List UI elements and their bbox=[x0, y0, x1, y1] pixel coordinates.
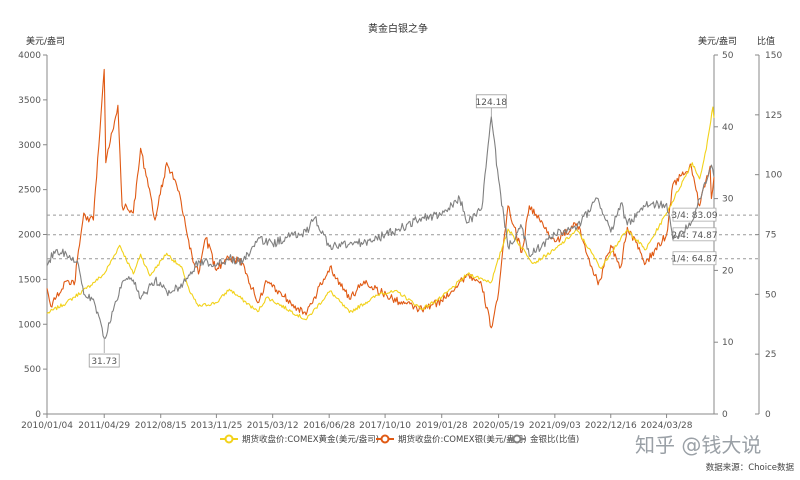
annotations: 124.18 31.73 bbox=[88, 94, 508, 368]
left-tick-label: 3000 bbox=[18, 141, 41, 151]
left-tick-label: 3500 bbox=[18, 96, 41, 106]
x-tick-label: 2024/03/28 bbox=[641, 421, 693, 431]
reference-label: 2/4: 74.87 bbox=[671, 231, 717, 241]
left-tick-label: 2000 bbox=[18, 231, 41, 241]
left-tick-label: 1000 bbox=[18, 320, 41, 330]
right2-tick-label: 150 bbox=[765, 51, 782, 61]
x-tick-label: 2012/08/15 bbox=[135, 421, 187, 431]
x-tick-label: 2016/06/28 bbox=[303, 421, 355, 431]
x-tick-label: 2021/09/03 bbox=[529, 421, 581, 431]
reference-label-box bbox=[672, 227, 717, 242]
right2-tick-label: 75 bbox=[765, 231, 776, 241]
annotation-box bbox=[88, 353, 120, 368]
x-tick-label: 2017/10/10 bbox=[359, 421, 411, 431]
right2-tick-label: 25 bbox=[765, 350, 776, 360]
reference-label-box bbox=[672, 251, 717, 266]
right1-tick-label: 50 bbox=[722, 51, 734, 61]
right1-tick-label: 10 bbox=[722, 338, 734, 348]
watermark: 知乎 @钱大说 bbox=[635, 433, 761, 457]
series-line-0 bbox=[46, 106, 715, 321]
right2-tick-label: 50 bbox=[765, 290, 777, 300]
right1-tick-label: 40 bbox=[722, 123, 734, 133]
data-source: 数据来源：Choice数据 bbox=[706, 462, 795, 473]
legend-item-gold[interactable]: 期货收盘价:COMEX黄金(美元/盎司) bbox=[220, 434, 379, 445]
series-line-1 bbox=[46, 68, 715, 329]
left-tick-label: 500 bbox=[24, 365, 41, 375]
left-tick-label: 0 bbox=[35, 410, 41, 420]
x-tick-label: 2015/03/12 bbox=[247, 421, 299, 431]
legend-item-ratio[interactable]: 金银比(比值) bbox=[508, 434, 579, 445]
x-tick-label: 2011/04/29 bbox=[78, 421, 130, 431]
reference-label: 1/4: 64.87 bbox=[671, 255, 717, 265]
legend: 期货收盘价:COMEX黄金(美元/盎司) 期货收盘价:COMEX银(美元/盎司)… bbox=[220, 434, 579, 445]
annotation-label: 31.73 bbox=[91, 357, 117, 367]
annotation-box bbox=[475, 94, 507, 109]
legend-label-silver: 期货收盘价:COMEX银(美元/盎司) bbox=[398, 434, 527, 445]
legend-label-gold: 期货收盘价:COMEX黄金(美元/盎司) bbox=[242, 434, 379, 445]
annotation-label: 124.18 bbox=[476, 98, 508, 108]
x-tick-label: 2022/12/16 bbox=[585, 421, 637, 431]
x-tick-label: 2013/11/25 bbox=[190, 421, 242, 431]
right-axis-label-2: 比值 bbox=[757, 35, 775, 47]
x-tick-label: 2019/01/28 bbox=[416, 421, 468, 431]
series-lines bbox=[46, 68, 715, 339]
x-tick-label: 2010/01/04 bbox=[21, 421, 73, 431]
axes: 0500100015002000250030003500400001020304… bbox=[18, 51, 782, 431]
left-tick-label: 4000 bbox=[18, 51, 41, 61]
right1-tick-label: 0 bbox=[722, 410, 728, 420]
reference-lines: 3/4: 83.092/4: 74.871/4: 64.87 bbox=[47, 207, 759, 266]
right2-tick-label: 125 bbox=[765, 111, 782, 121]
legend-label-ratio: 金银比(比值) bbox=[530, 434, 579, 445]
chart-title: 黄金白银之争 bbox=[368, 22, 428, 35]
right-axis-label-1: 美元/盎司 bbox=[698, 35, 737, 47]
left-axis-label: 美元/盎司 bbox=[26, 35, 65, 47]
right2-tick-label: 100 bbox=[765, 171, 782, 181]
right1-tick-label: 30 bbox=[722, 195, 734, 205]
right1-tick-label: 20 bbox=[722, 266, 734, 276]
legend-item-silver[interactable]: 期货收盘价:COMEX银(美元/盎司) bbox=[376, 434, 527, 445]
right2-tick-label: 0 bbox=[765, 410, 771, 420]
left-tick-label: 2500 bbox=[18, 186, 41, 196]
left-tick-label: 1500 bbox=[18, 275, 41, 285]
x-tick-label: 2020/05/19 bbox=[473, 421, 525, 431]
series-line-2 bbox=[46, 116, 715, 339]
